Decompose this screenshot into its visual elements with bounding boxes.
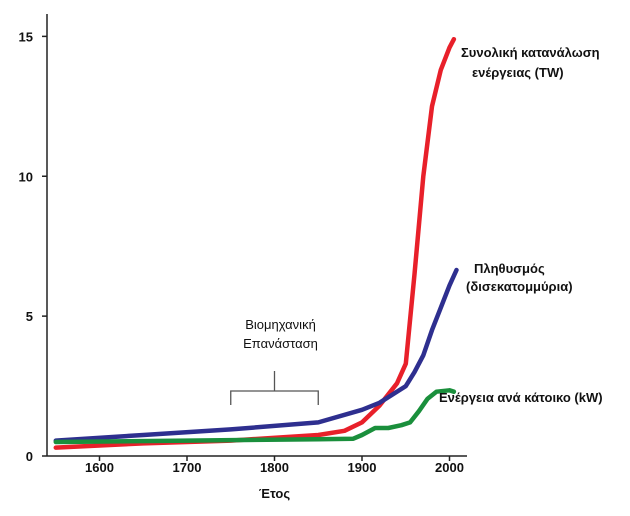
series-line-energy-per-capita bbox=[53, 388, 457, 445]
series-label-total-energy-line-2: ενέργειας (TW) bbox=[472, 65, 564, 80]
x-tick-label: 1800 bbox=[260, 460, 289, 475]
industrial-revolution-annotation: Βιομηχανική Επανάσταση bbox=[230, 317, 319, 405]
y-tick-label: 15 bbox=[19, 29, 33, 44]
series-lines bbox=[53, 36, 459, 450]
y-tick-label: 0 bbox=[26, 449, 33, 464]
series-label-population-line-1: Πληθυσμός bbox=[474, 261, 545, 276]
series-line-population bbox=[53, 267, 459, 443]
annotation-bracket bbox=[230, 371, 319, 405]
x-tick-label: 1900 bbox=[348, 460, 377, 475]
y-ticks: 0 5 10 15 bbox=[19, 29, 47, 464]
x-tick-label: 2000 bbox=[435, 460, 464, 475]
x-ticks: 1600 1700 1800 1900 2000 bbox=[85, 456, 464, 475]
y-tick-label: 5 bbox=[26, 309, 33, 324]
annotation-line-1: Βιομηχανική bbox=[245, 317, 316, 332]
y-tick-label: 10 bbox=[19, 169, 33, 184]
series-label-total-energy-line-1: Συνολική κατανάλωση bbox=[461, 45, 600, 60]
x-axis-title: Έτος bbox=[259, 486, 290, 501]
series-labels: Συνολική κατανάλωση ενέργειας (TW) Πληθυ… bbox=[439, 45, 603, 405]
axes bbox=[46, 14, 467, 457]
annotation-line-2: Επανάσταση bbox=[243, 336, 318, 351]
x-tick-label: 1700 bbox=[173, 460, 202, 475]
series-label-energy-per-capita: Ενέργεια ανά κάτοικο (kW) bbox=[439, 390, 603, 405]
x-tick-label: 1600 bbox=[85, 460, 114, 475]
series-label-population-line-2: (δισεκατομμύρια) bbox=[466, 279, 573, 294]
series-line-total-energy bbox=[53, 36, 457, 450]
